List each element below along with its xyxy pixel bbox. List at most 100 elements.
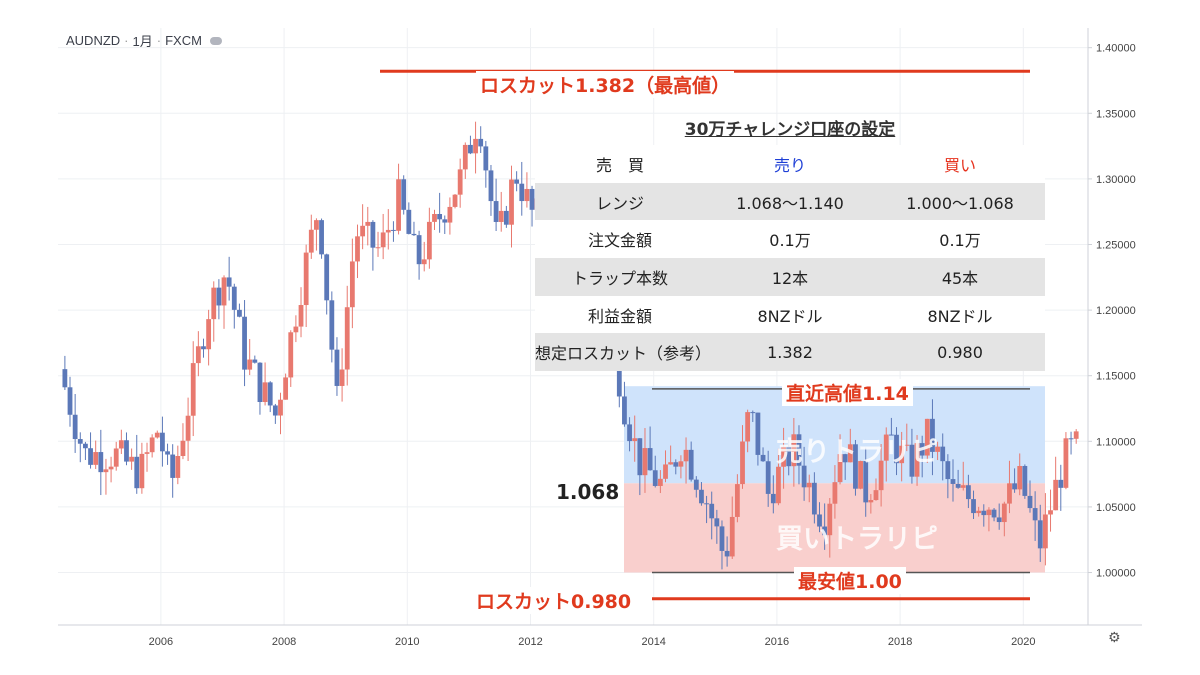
candles [62, 121, 1079, 570]
buy-zone-label: 買いトラリピ [776, 524, 938, 555]
symbol-name: AUDNZD [66, 33, 121, 48]
candle-up [108, 466, 114, 470]
table-row: 利益金額 8NZドル 8NZドル [535, 295, 1045, 334]
candle-up [668, 462, 674, 465]
recent-high-label: 直近高値1.14 [782, 379, 913, 406]
candle-down [237, 309, 242, 317]
symbol-separator: · [156, 33, 162, 48]
candle-up [1017, 465, 1023, 490]
candle-up [365, 221, 371, 226]
candle-up [185, 415, 191, 441]
candle-up [447, 206, 453, 223]
candle-up [380, 232, 386, 248]
candle-up [832, 482, 838, 504]
candle-down [699, 489, 704, 504]
candle-up [960, 485, 966, 488]
candle-up [904, 444, 910, 446]
candle-up [632, 438, 638, 442]
x-tick-label: 2018 [888, 636, 912, 648]
candle-up [144, 452, 150, 454]
candle-down [329, 300, 335, 350]
candle-up [914, 443, 920, 477]
candle-up [683, 449, 689, 462]
gear-icon[interactable]: ⚙ [1108, 630, 1121, 646]
candle-down [478, 138, 484, 147]
status-dot-icon[interactable] [209, 36, 222, 45]
candle-down [950, 479, 956, 484]
candle-down [334, 349, 340, 386]
table-cell: 12本 [705, 258, 875, 296]
candle-up [878, 460, 884, 491]
candle-up [385, 229, 391, 233]
candle-down [267, 382, 273, 406]
candle-up [349, 261, 355, 308]
timeframe[interactable]: 1月 [132, 34, 153, 49]
candle-down [411, 233, 417, 236]
table-row: 注文金額 0.1万 0.1万 [535, 220, 1045, 259]
candle-up [734, 484, 740, 517]
candle-up [498, 210, 504, 222]
candle-up [868, 500, 874, 503]
candle-up [524, 188, 530, 202]
candle-up [827, 503, 833, 536]
candle-down [319, 220, 324, 255]
candle-up [899, 445, 905, 464]
candle-down [770, 493, 776, 504]
table-cell: レンジ [535, 182, 705, 221]
candle-down [991, 509, 997, 518]
y-tick-label: 1.35000 [1096, 108, 1136, 120]
candle-up [344, 307, 350, 370]
candle-up [1063, 438, 1069, 488]
candle-up [360, 225, 366, 237]
candle-up [314, 220, 319, 230]
candle-up [509, 179, 514, 225]
candle-down [930, 418, 935, 452]
candle-up [175, 456, 181, 478]
x-tick-label: 2008 [272, 636, 296, 648]
candle-down [888, 434, 894, 436]
candle-down [231, 286, 237, 310]
candle-up [837, 454, 843, 483]
table-cell: 注文金額 [535, 220, 705, 259]
candle-down [622, 396, 627, 425]
table-row: レンジ 1.068〜1.140 1.000〜1.068 [535, 182, 1045, 221]
candle-down [822, 526, 828, 536]
candle-up [729, 516, 735, 557]
candle-up [303, 252, 309, 306]
candle-down [437, 214, 443, 220]
candle-down [652, 470, 658, 486]
x-tick-label: 2012 [518, 636, 542, 648]
sell-zone-label: 売りトラリピ [776, 437, 938, 468]
candle-up [211, 287, 217, 320]
candle-up [976, 510, 982, 514]
candle-down [704, 503, 709, 505]
header-cell-sell: 売り [705, 145, 875, 183]
table-cell: トラップ本数 [535, 258, 705, 296]
candle-up [1007, 483, 1012, 504]
table-cell: 45本 [875, 258, 1045, 296]
candle-down [124, 440, 129, 462]
candle-up [1042, 514, 1048, 549]
candle-up [421, 259, 427, 265]
candle-down [688, 449, 694, 480]
candle-down [945, 461, 951, 480]
symbol-header[interactable]: AUDNZD · 1月 · FXCM [66, 31, 222, 50]
candle-down [1027, 495, 1033, 509]
candle-up [986, 509, 992, 516]
candle-up [432, 214, 437, 222]
x-tick-label: 2020 [1011, 636, 1035, 648]
candle-up [457, 169, 463, 195]
candle-down [529, 188, 535, 210]
candle-up [278, 399, 283, 416]
candle-up [1073, 431, 1079, 439]
candle-down [842, 454, 848, 463]
candle-up [149, 437, 155, 453]
candle-up [858, 461, 863, 489]
candle-up [781, 446, 786, 467]
candle-down [693, 479, 699, 490]
candle-up [129, 456, 135, 462]
table-cell: 1.382 [705, 333, 875, 372]
candle-down [996, 517, 1002, 523]
candle-up [103, 469, 109, 473]
table-cell: 1.068〜1.140 [705, 182, 875, 221]
